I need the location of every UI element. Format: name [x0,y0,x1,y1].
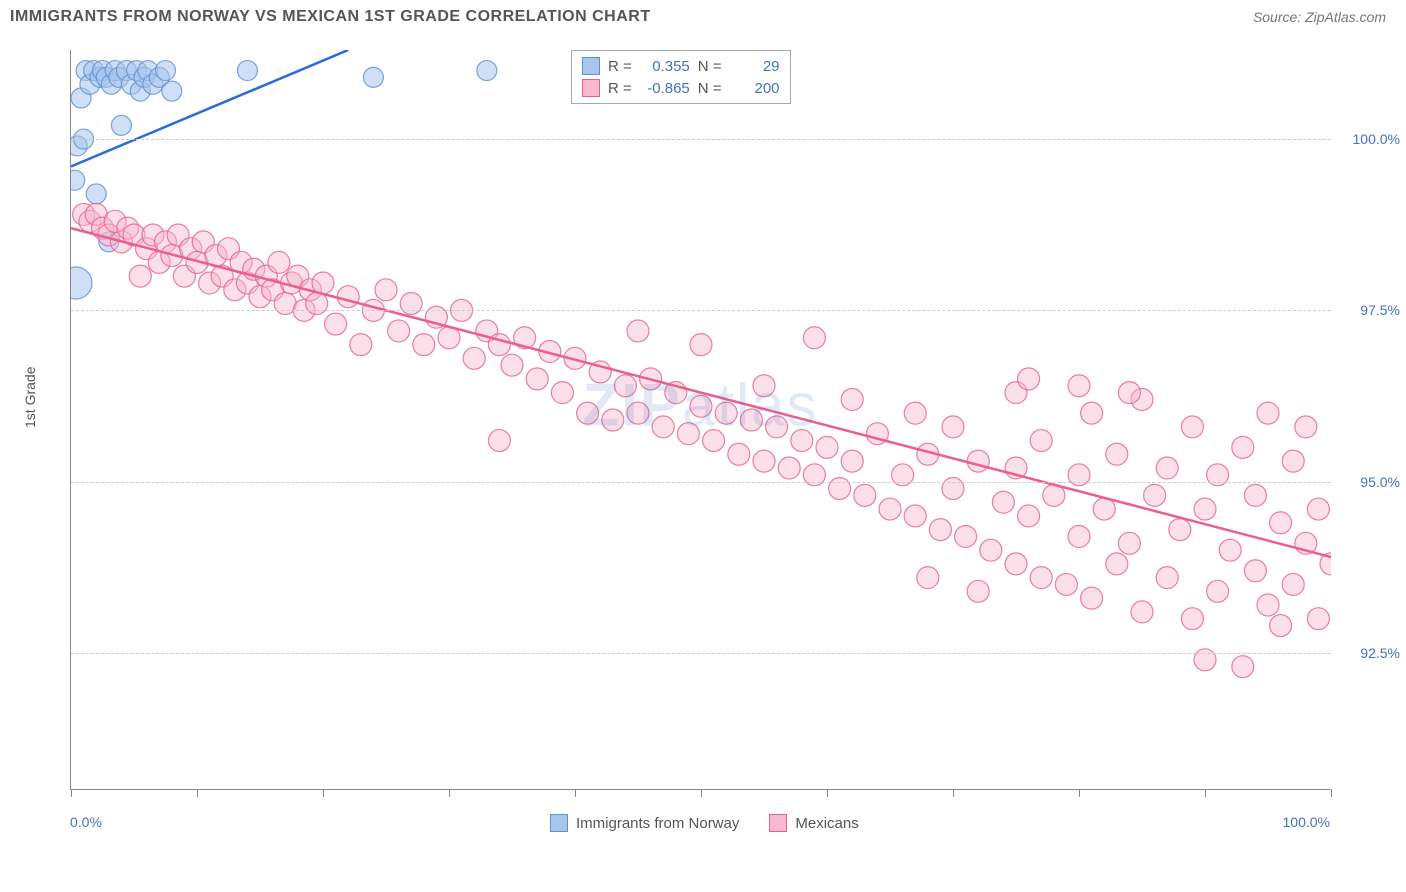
r-label: R = [608,58,632,75]
x-axis-label-min: 0.0% [70,814,102,830]
info-row-mexicans: R = -0.865 N = 200 [582,77,780,99]
legend-swatch-mexicans [769,814,787,832]
n-label: N = [698,58,722,75]
x-axis-label-max: 100.0% [1283,814,1330,830]
y-tick-label: 97.5% [1360,302,1400,318]
r-value-norway: 0.355 [640,58,690,75]
scatter-svg [71,50,1331,790]
y-axis-title: 1st Grade [22,367,38,428]
n-value-norway: 29 [730,58,780,75]
correlation-info-box: R = 0.355 N = 29 R = -0.865 N = 200 [571,50,791,104]
legend-swatch-norway [550,814,568,832]
y-tick-label: 100.0% [1353,131,1400,147]
chart-header: IMMIGRANTS FROM NORWAY VS MEXICAN 1ST GR… [0,0,1406,34]
legend-label-mexicans: Mexicans [795,815,858,832]
legend-item-mexicans: Mexicans [769,814,858,832]
swatch-norway [582,57,600,75]
n-label: N = [698,80,722,97]
y-tick-label: 92.5% [1360,645,1400,661]
chart-container: 1st Grade ZIPatlas R = 0.355 N = 29 R = … [50,50,1400,830]
plot-area: ZIPatlas R = 0.355 N = 29 R = -0.865 N =… [70,50,1330,790]
swatch-mexicans [582,79,600,97]
r-value-mexicans: -0.865 [640,80,690,97]
r-label: R = [608,80,632,97]
info-row-norway: R = 0.355 N = 29 [582,55,780,77]
y-tick-label: 95.0% [1360,474,1400,490]
legend-label-norway: Immigrants from Norway [576,815,739,832]
n-value-mexicans: 200 [730,80,780,97]
source-attribution: Source: ZipAtlas.com [1253,9,1386,25]
chart-title: IMMIGRANTS FROM NORWAY VS MEXICAN 1ST GR… [10,8,651,26]
legend: Immigrants from Norway Mexicans [550,814,859,832]
legend-item-norway: Immigrants from Norway [550,814,739,832]
